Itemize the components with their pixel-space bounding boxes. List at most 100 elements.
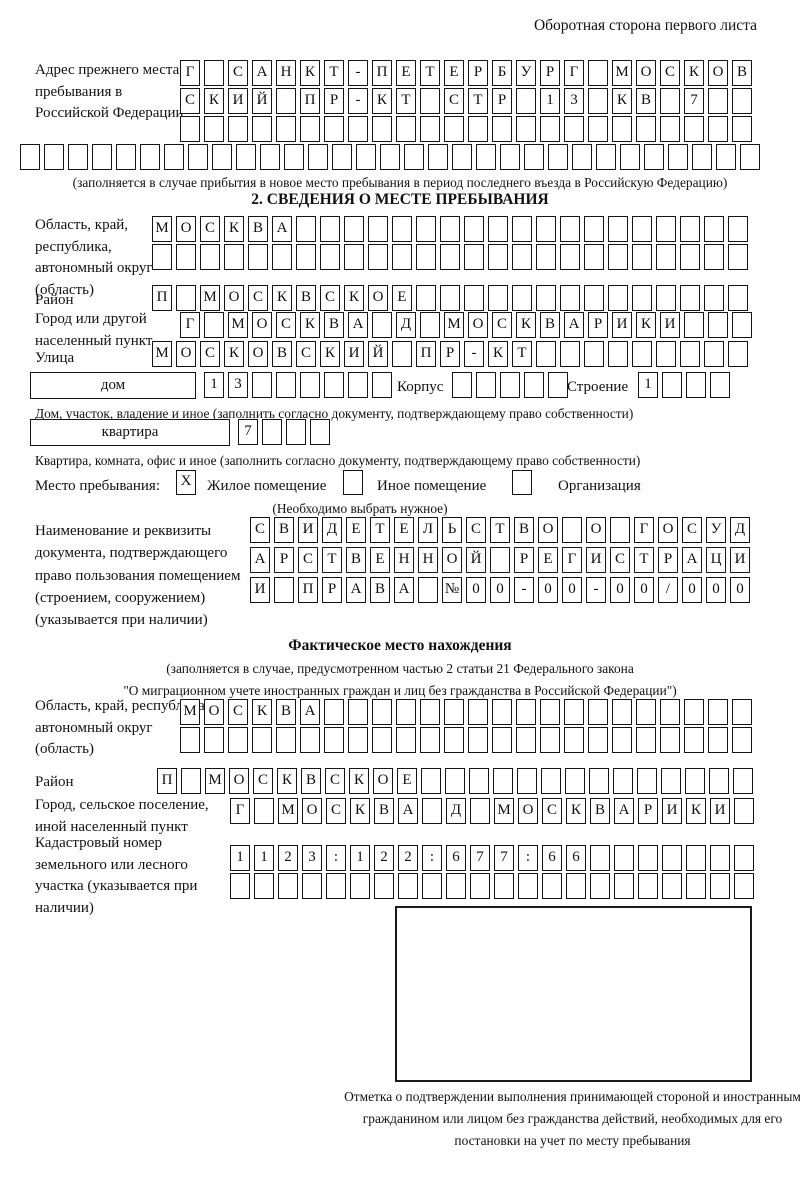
- char-cell[interactable]: У: [706, 517, 726, 543]
- char-cell[interactable]: [637, 768, 657, 794]
- char-cell[interactable]: [422, 798, 442, 824]
- char-cell[interactable]: [310, 419, 330, 445]
- char-cell[interactable]: 3: [302, 845, 322, 871]
- char-cell[interactable]: И: [250, 577, 270, 603]
- char-cell[interactable]: С: [610, 547, 630, 573]
- char-cell[interactable]: В: [248, 216, 268, 242]
- char-cell[interactable]: Й: [466, 547, 486, 573]
- char-cell[interactable]: Р: [324, 88, 344, 114]
- char-cell[interactable]: К: [516, 312, 536, 338]
- char-cell[interactable]: [632, 341, 652, 367]
- char-cell[interactable]: [536, 285, 556, 311]
- char-cell[interactable]: О: [468, 312, 488, 338]
- char-cell[interactable]: [350, 873, 370, 899]
- char-cell[interactable]: 6: [566, 845, 586, 871]
- char-cell[interactable]: [732, 727, 752, 753]
- char-cell[interactable]: [612, 116, 632, 142]
- char-cell[interactable]: [734, 873, 754, 899]
- char-cell[interactable]: [452, 372, 472, 398]
- char-cell[interactable]: [464, 216, 484, 242]
- char-cell[interactable]: [398, 873, 418, 899]
- char-cell[interactable]: [332, 144, 352, 170]
- char-cell[interactable]: [560, 285, 580, 311]
- char-cell[interactable]: [300, 116, 320, 142]
- char-cell[interactable]: [392, 341, 412, 367]
- char-cell[interactable]: К: [636, 312, 656, 338]
- char-cell[interactable]: С: [326, 798, 346, 824]
- char-cell[interactable]: Т: [512, 341, 532, 367]
- char-cell[interactable]: [348, 699, 368, 725]
- char-cell[interactable]: [732, 88, 752, 114]
- char-cell[interactable]: [254, 873, 274, 899]
- char-cell[interactable]: [420, 727, 440, 753]
- char-cell[interactable]: [564, 116, 584, 142]
- char-cell[interactable]: В: [274, 517, 294, 543]
- char-cell[interactable]: П: [152, 285, 172, 311]
- char-cell[interactable]: [276, 116, 296, 142]
- char-cell[interactable]: [686, 372, 706, 398]
- char-cell[interactable]: О: [252, 312, 272, 338]
- char-cell[interactable]: М: [180, 699, 200, 725]
- char-cell[interactable]: [396, 727, 416, 753]
- char-cell[interactable]: К: [272, 285, 292, 311]
- char-cell[interactable]: И: [228, 88, 248, 114]
- char-cell[interactable]: -: [348, 60, 368, 86]
- char-cell[interactable]: [444, 727, 464, 753]
- char-cell[interactable]: [588, 699, 608, 725]
- char-cell[interactable]: [416, 244, 436, 270]
- char-cell[interactable]: [252, 116, 272, 142]
- char-cell[interactable]: [320, 244, 340, 270]
- char-cell[interactable]: П: [298, 577, 318, 603]
- char-cell[interactable]: К: [488, 341, 508, 367]
- char-cell[interactable]: [548, 372, 568, 398]
- char-cell[interactable]: С: [250, 517, 270, 543]
- char-cell[interactable]: [660, 88, 680, 114]
- char-cell[interactable]: М: [152, 216, 172, 242]
- char-cell[interactable]: Г: [562, 547, 582, 573]
- char-cell[interactable]: 7: [494, 845, 514, 871]
- char-cell[interactable]: [740, 144, 760, 170]
- char-cell[interactable]: К: [300, 312, 320, 338]
- char-cell[interactable]: Ц: [706, 547, 726, 573]
- char-cell[interactable]: [588, 60, 608, 86]
- char-cell[interactable]: О: [538, 517, 558, 543]
- char-cell[interactable]: [560, 341, 580, 367]
- char-cell[interactable]: 6: [542, 845, 562, 871]
- char-cell[interactable]: П: [416, 341, 436, 367]
- char-cell[interactable]: К: [204, 88, 224, 114]
- char-cell[interactable]: [517, 768, 537, 794]
- char-cell[interactable]: К: [612, 88, 632, 114]
- char-cell[interactable]: К: [252, 699, 272, 725]
- char-cell[interactable]: С: [228, 699, 248, 725]
- char-cell[interactable]: [524, 372, 544, 398]
- char-cell[interactable]: [500, 144, 520, 170]
- char-cell[interactable]: [468, 727, 488, 753]
- char-cell[interactable]: Ь: [442, 517, 462, 543]
- char-cell[interactable]: С: [248, 285, 268, 311]
- char-cell[interactable]: [180, 116, 200, 142]
- char-cell[interactable]: [684, 727, 704, 753]
- char-cell[interactable]: Т: [396, 88, 416, 114]
- char-cell[interactable]: [588, 88, 608, 114]
- char-cell[interactable]: А: [394, 577, 414, 603]
- char-cell[interactable]: С: [542, 798, 562, 824]
- char-cell[interactable]: [300, 727, 320, 753]
- char-cell[interactable]: [704, 285, 724, 311]
- char-cell[interactable]: [536, 216, 556, 242]
- char-cell[interactable]: [620, 144, 640, 170]
- char-cell[interactable]: М: [278, 798, 298, 824]
- char-cell[interactable]: [356, 144, 376, 170]
- char-cell[interactable]: Т: [420, 60, 440, 86]
- char-cell[interactable]: [272, 244, 292, 270]
- char-cell[interactable]: [230, 873, 250, 899]
- char-cell[interactable]: Д: [396, 312, 416, 338]
- char-cell[interactable]: Т: [468, 88, 488, 114]
- char-cell[interactable]: 3: [564, 88, 584, 114]
- char-cell[interactable]: А: [300, 699, 320, 725]
- char-cell[interactable]: [512, 244, 532, 270]
- char-cell[interactable]: [728, 285, 748, 311]
- char-cell[interactable]: [728, 244, 748, 270]
- char-cell[interactable]: [566, 873, 586, 899]
- char-cell[interactable]: [181, 768, 201, 794]
- char-cell[interactable]: [452, 144, 472, 170]
